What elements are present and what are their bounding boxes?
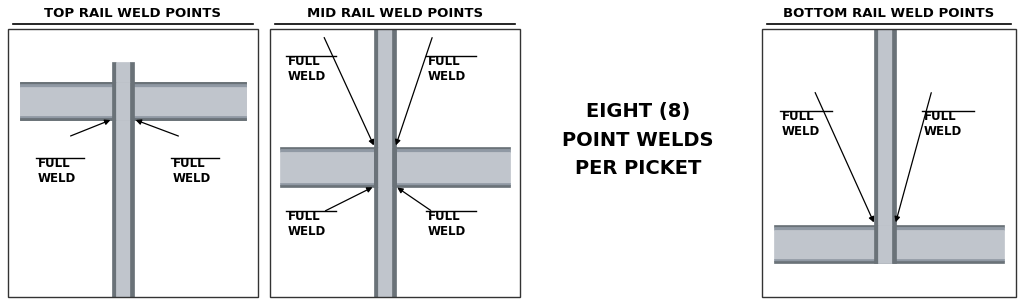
Text: BOTTOM RAIL WELD POINTS: BOTTOM RAIL WELD POINTS (783, 7, 994, 20)
Text: TOP RAIL WELD POINTS: TOP RAIL WELD POINTS (44, 7, 221, 20)
Bar (878, 225, 892, 263)
Bar (280, 183, 510, 185)
Bar (774, 259, 1004, 261)
Bar (20, 118, 246, 120)
Text: FULL
WELD: FULL WELD (428, 210, 466, 238)
Text: FULL
WELD: FULL WELD (288, 210, 327, 238)
Bar (374, 147, 378, 187)
Bar (116, 82, 130, 120)
Bar (892, 29, 896, 225)
Bar (378, 29, 392, 297)
Bar (270, 29, 520, 297)
Text: FULL
WELD: FULL WELD (428, 55, 466, 83)
Text: FULL
WELD: FULL WELD (173, 157, 211, 185)
Bar (392, 29, 396, 297)
Bar (116, 62, 130, 82)
Bar (374, 29, 378, 297)
Bar (112, 62, 116, 82)
Bar (774, 230, 1004, 259)
Bar (130, 82, 134, 120)
Bar (280, 152, 510, 183)
Bar (112, 120, 116, 297)
Bar (112, 82, 116, 120)
Text: MID RAIL WELD POINTS: MID RAIL WELD POINTS (307, 7, 483, 20)
Bar (8, 29, 258, 297)
Text: FULL
WELD: FULL WELD (782, 110, 820, 138)
Text: FULL
WELD: FULL WELD (924, 110, 963, 138)
Bar (280, 149, 510, 152)
Bar (20, 116, 246, 118)
Bar (280, 185, 510, 187)
Bar (878, 29, 892, 225)
Bar (130, 62, 134, 82)
Bar (774, 225, 1004, 227)
Bar (280, 147, 510, 149)
Bar (892, 225, 896, 263)
Bar (20, 82, 246, 84)
Bar (20, 118, 246, 120)
Bar (20, 82, 246, 84)
Bar (20, 87, 246, 116)
Bar (20, 84, 246, 87)
Text: EIGHT (8)
POINT WELDS
PER PICKET: EIGHT (8) POINT WELDS PER PICKET (562, 102, 714, 178)
Text: FULL
WELD: FULL WELD (288, 55, 327, 83)
Bar (130, 120, 134, 297)
Bar (762, 29, 1016, 297)
Bar (20, 87, 246, 116)
Bar (774, 227, 1004, 230)
Bar (774, 261, 1004, 263)
Bar (392, 147, 396, 187)
Bar (20, 116, 246, 118)
Text: FULL
WELD: FULL WELD (38, 157, 76, 185)
Bar (20, 84, 246, 87)
Bar (874, 29, 878, 225)
Bar (116, 120, 130, 297)
Bar (378, 147, 392, 187)
Bar (874, 225, 878, 263)
